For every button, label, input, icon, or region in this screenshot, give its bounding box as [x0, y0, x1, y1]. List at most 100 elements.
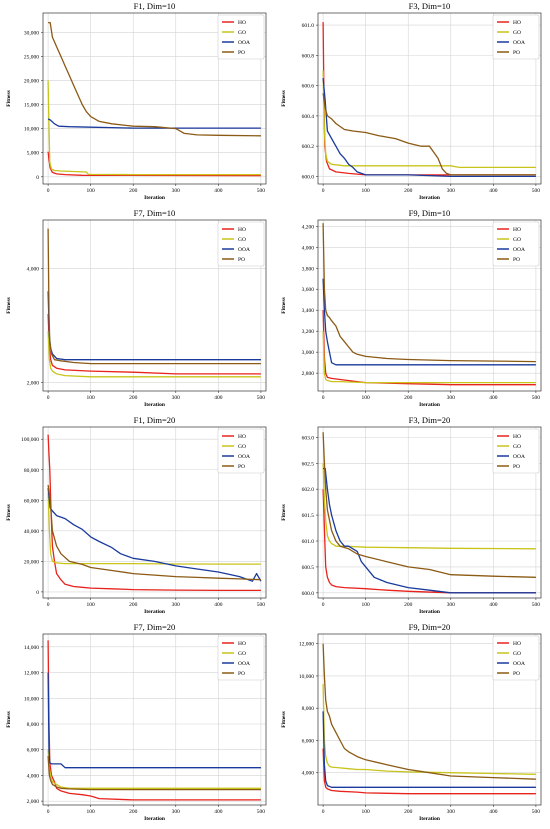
y-tick-label: 600.8 [302, 53, 315, 59]
series-line-po [322, 93, 536, 176]
x-tick-label: 400 [214, 188, 223, 194]
x-tick-label: 100 [87, 602, 96, 608]
legend-label: GO [513, 30, 521, 36]
x-tick-label: 200 [404, 395, 413, 401]
series-line-ooa [322, 711, 536, 788]
series-line-ooa [323, 467, 536, 594]
x-tick-label: 500 [257, 809, 266, 815]
chart-panel: 0 100 200 300 400 500 600.0 600.2 600.4 600.6 600.… [281, 1, 542, 201]
x-tick-label: 300 [447, 809, 456, 815]
legend-label: PO [513, 257, 520, 263]
legend-label: GO [238, 444, 246, 450]
plot-frame [42, 426, 267, 599]
chart-panel: 0 100 200 300 400 500 2,000 4,000 6,000 8,000 10,0… [6, 622, 267, 822]
series-line-ho [322, 489, 536, 594]
legend-label: HO [513, 227, 521, 233]
x-tick-label: 300 [172, 395, 181, 401]
chart-title: F1, Dim=20 [134, 415, 176, 425]
y-tick-label: 5,000 [27, 151, 40, 157]
y-tick-label: 3,800 [302, 266, 315, 272]
x-tick-label: 0 [322, 395, 325, 401]
x-tick-label: 400 [214, 395, 223, 401]
x-tick-label: 0 [47, 188, 50, 194]
y-tick-label: 20,000 [24, 559, 39, 565]
series-line-go [47, 492, 261, 565]
x-tick-label: 100 [362, 395, 371, 401]
chart-title: F7, Dim=20 [134, 622, 176, 632]
x-tick-label: 500 [532, 395, 541, 401]
x-tick-label: 400 [214, 809, 223, 815]
x-tick-label: 400 [489, 188, 498, 194]
legend-box [217, 221, 265, 267]
series-line-go [47, 331, 261, 378]
x-tick-label: 300 [172, 602, 181, 608]
y-tick-label: 4,000 [27, 773, 40, 779]
legend-label: OOA [238, 40, 250, 46]
x-tick-label: 200 [129, 809, 138, 815]
x-tick-label: 500 [257, 395, 266, 401]
y-tick-label: 80,000 [24, 468, 39, 474]
legend-label: HO [513, 434, 521, 440]
y-axis-label: Fitness [281, 90, 287, 107]
y-tick-label: 12,000 [24, 671, 39, 677]
plot-frame [317, 426, 542, 599]
plot-frame [317, 219, 542, 392]
series-line-ooa [47, 118, 261, 129]
legend-label: PO [513, 464, 520, 470]
x-tick-label: 300 [447, 395, 456, 401]
y-axis-label: Fitness [281, 504, 287, 521]
legend-box [217, 14, 265, 60]
plot-frame [42, 12, 267, 185]
x-axis-label: Iteration [144, 195, 165, 201]
x-axis-label: Iteration [419, 609, 440, 615]
x-tick-label: 0 [322, 809, 325, 815]
series-line-ooa [47, 291, 261, 361]
x-axis-label: Iteration [144, 609, 165, 615]
y-tick-label: 600.2 [302, 144, 315, 150]
legend-box [217, 428, 265, 474]
series-line-ooa [322, 278, 536, 366]
chart-title: F7, Dim=10 [134, 208, 176, 218]
series-line-po [47, 756, 261, 791]
y-tick-label: 25,000 [24, 54, 39, 60]
legend-label: GO [238, 237, 246, 243]
series-line-ooa [322, 78, 536, 178]
chart-title: F9, Dim=10 [409, 208, 451, 218]
x-tick-label: 400 [214, 602, 223, 608]
series-line-go [322, 70, 536, 169]
series-line-go [322, 331, 536, 384]
y-tick-label: 0 [36, 590, 39, 596]
y-tick-label: 600.4 [302, 114, 315, 120]
series-line-go [322, 683, 536, 775]
y-tick-label: 600.0 [302, 174, 315, 180]
y-tick-label: 600.5 [302, 565, 315, 571]
x-axis-label: Iteration [419, 402, 440, 408]
chart-panel: 0 100 200 300 400 500 600.0 600.5 601.0 601.5 602.… [281, 415, 542, 615]
y-axis-label: Fitness [6, 90, 12, 107]
plot-frame [42, 219, 267, 392]
y-axis-label: Fitness [6, 711, 12, 728]
x-tick-label: 300 [447, 602, 456, 608]
series-line-go [47, 749, 261, 789]
plot-frame [317, 633, 542, 806]
y-tick-label: 6,000 [302, 738, 315, 744]
x-tick-label: 100 [87, 395, 96, 401]
series-line-ho [47, 640, 261, 801]
y-tick-label: 40,000 [24, 529, 39, 535]
legend-label: HO [238, 641, 246, 647]
legend-box [492, 428, 540, 474]
y-tick-label: 601.0 [302, 539, 315, 545]
legend-box [492, 14, 540, 60]
chart-panel: 0 100 200 300 400 500 2,000 4,000 F7, Dim=10 Iter… [6, 208, 267, 408]
y-tick-label: 2,000 [27, 799, 40, 805]
y-tick-label: 100,000 [21, 437, 39, 443]
legend-label: PO [238, 671, 245, 677]
y-tick-label: 602.5 [302, 461, 315, 467]
y-tick-label: 600.0 [302, 591, 315, 597]
x-tick-label: 400 [489, 395, 498, 401]
y-axis-label: Fitness [6, 297, 12, 314]
legend-label: OOA [513, 247, 525, 253]
series-line-go [47, 80, 261, 176]
x-tick-label: 0 [47, 809, 50, 815]
legend-label: PO [238, 464, 245, 470]
